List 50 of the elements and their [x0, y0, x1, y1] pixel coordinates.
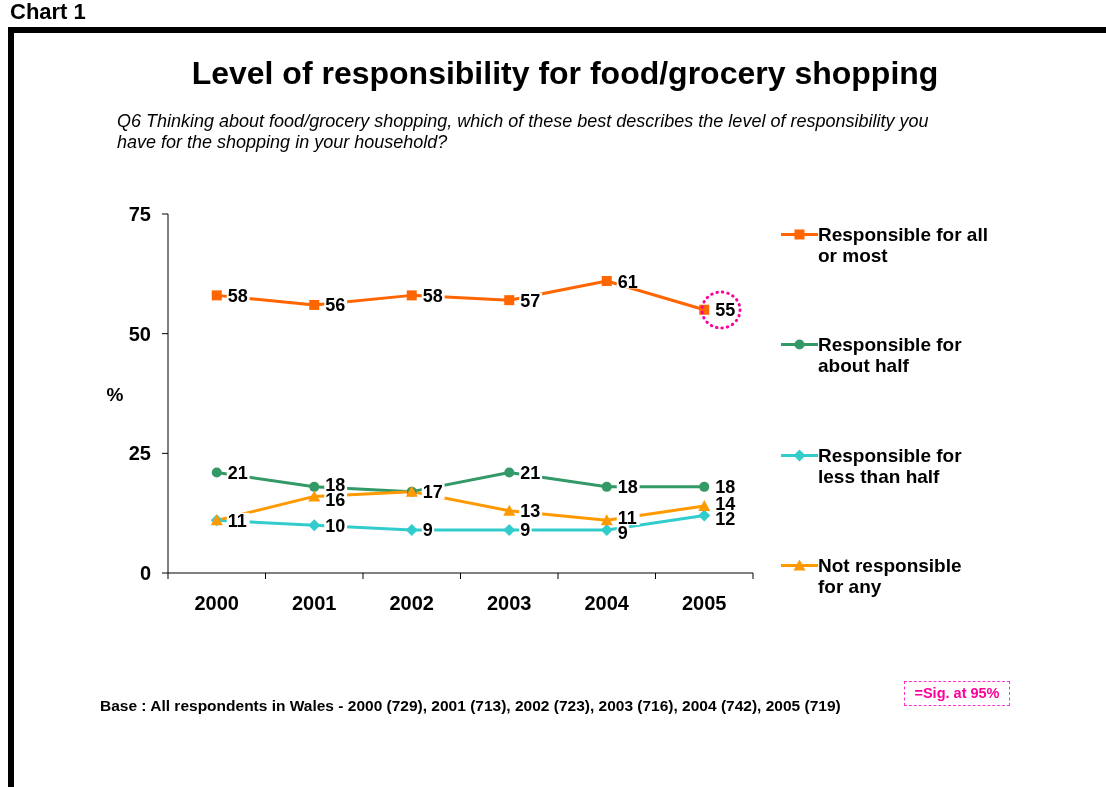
y-tick-label: 50 — [128, 322, 151, 345]
point — [601, 481, 612, 492]
y-tick-label: 75 — [128, 203, 151, 226]
data-label: 21 — [520, 462, 541, 483]
data-label: 18 — [715, 477, 736, 498]
data-label: 57 — [520, 290, 541, 311]
legend-label: Responsible for less than half — [818, 444, 963, 487]
x-tick-label: 2001 — [292, 592, 337, 614]
data-label: 18 — [617, 477, 638, 498]
data-label: 9 — [422, 520, 433, 541]
y-tick-label: 0 — [139, 562, 151, 585]
data-label: 13 — [520, 501, 541, 522]
data-label: 55 — [715, 300, 736, 321]
data-label: 21 — [227, 462, 248, 483]
x-tick-label: 2004 — [584, 592, 630, 614]
x-tick-label: 2003 — [487, 592, 532, 614]
caption: Chart 1 — [10, 0, 86, 26]
x-tick-label: 2000 — [194, 592, 239, 614]
point — [600, 514, 613, 526]
point — [503, 504, 516, 516]
chart-subtitle: Q6 Thinking about food/grocery shopping, which of these best describes the level of responsibility you have for the shopping in your household? — [117, 111, 930, 153]
chart-title: Level of responsibility for food/grocery shopping — [190, 55, 940, 91]
legend-label: Responsible for all or most — [818, 223, 989, 266]
point — [504, 295, 515, 306]
data-label: 56 — [325, 295, 346, 316]
y-axis-title: % — [106, 383, 124, 405]
point — [308, 490, 321, 502]
point — [601, 276, 612, 287]
data-label: 9 — [520, 520, 531, 541]
point — [309, 299, 320, 310]
data-label: 61 — [617, 271, 638, 292]
data-label: 58 — [227, 285, 248, 306]
legend-label: Not responsible for any — [818, 555, 963, 597]
point — [211, 290, 222, 301]
dashed-box: =Sig. at 95% — [904, 681, 1010, 706]
data-label: 10 — [325, 515, 346, 536]
point — [211, 467, 222, 478]
point — [699, 481, 710, 492]
data-label: 58 — [422, 285, 443, 306]
point — [504, 467, 515, 478]
text: Base : All respondents in Wales - 2000 (729), 2001 (713), 2002 (723), 2003 (716), 2004 (742), 2005 (719) — [100, 697, 841, 716]
legend-label: Responsible for about half — [818, 334, 963, 376]
x-tick-label: 2005 — [682, 592, 727, 614]
x-tick-label: 2002 — [389, 592, 434, 614]
point — [698, 499, 711, 511]
point — [406, 290, 417, 301]
data-label: 17 — [422, 482, 443, 503]
y-tick-label: 25 — [128, 442, 151, 465]
point — [309, 481, 320, 492]
data-label: 11 — [227, 510, 247, 531]
